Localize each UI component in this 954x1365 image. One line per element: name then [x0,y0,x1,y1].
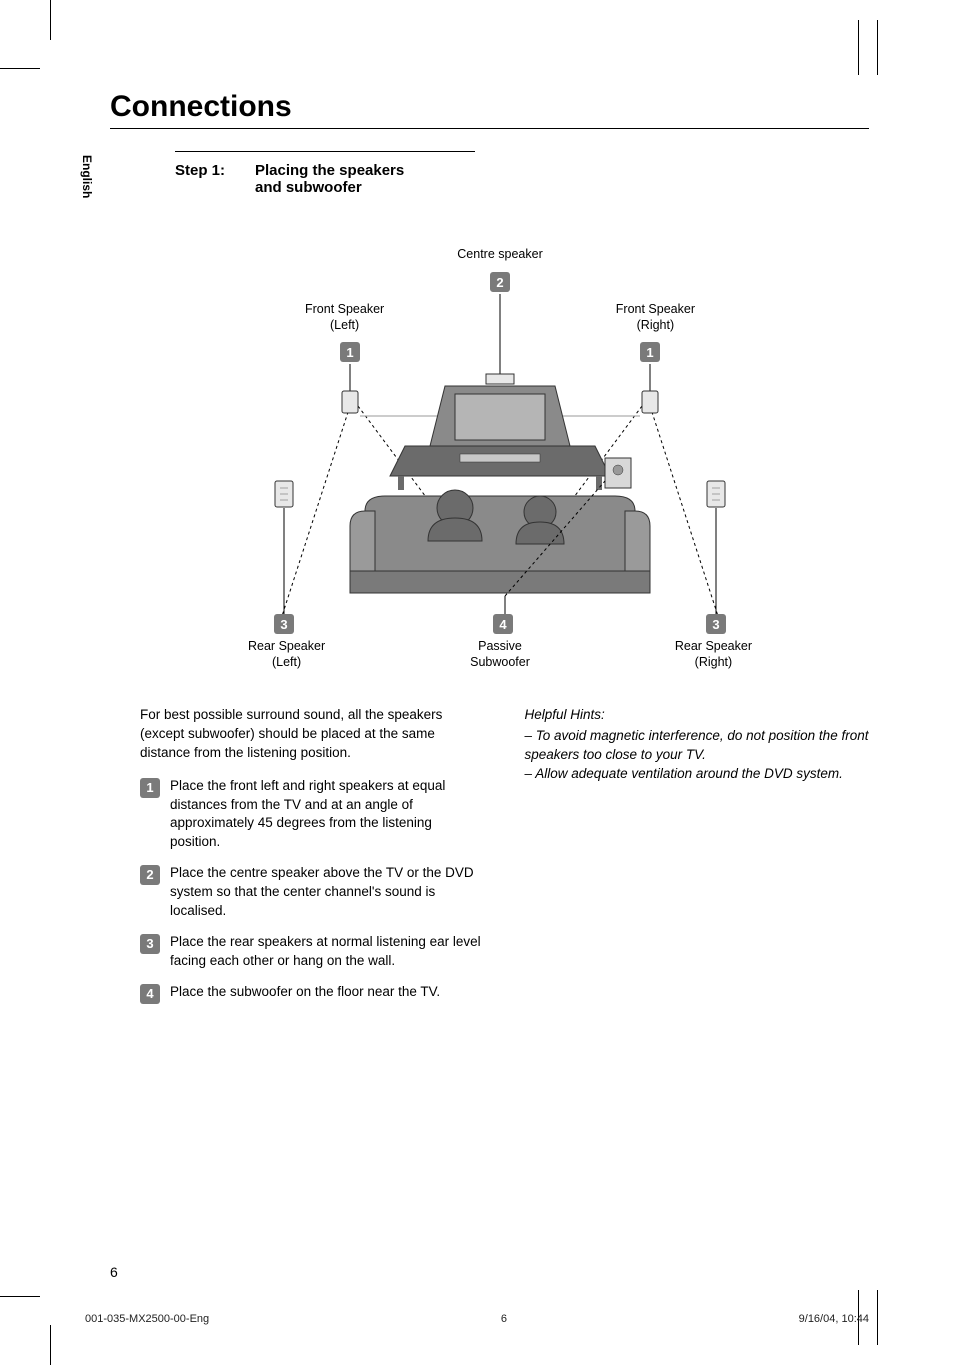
left-column: For best possible surround sound, all th… [140,706,485,1016]
badge-front-left: 1 [340,342,360,362]
step-badge-2: 2 [140,865,160,885]
step-text-4: Place the subwoofer on the floor near th… [170,983,485,1002]
section-heading: Step 1: Placing the speakers and subwoof… [175,151,475,196]
step-badge-4: 4 [140,984,160,1004]
step-item-2: 2 Place the centre speaker above the TV … [140,864,485,921]
page-content: English Connections Step 1: Placing the … [0,0,954,1365]
step-text-1: Place the front left and right speakers … [170,777,485,853]
hints-title: Helpful Hints: [525,706,870,725]
speaker-diagram: Centre speaker 2 Front Speaker (Left) Fr… [210,246,790,666]
front-right-label: Front Speaker (Right) [616,301,695,334]
main-title: Connections [110,90,869,124]
step-list: 1 Place the front left and right speaker… [140,777,485,1004]
footer: 001-035-MX2500-00-Eng 6 9/16/04, 10:44 [85,1313,869,1325]
badge-subwoofer: 4 [493,614,513,634]
step-text-3: Place the rear speakers at normal listen… [170,933,485,971]
step-badge-1: 1 [140,778,160,798]
centre-speaker-label: Centre speaker [457,246,542,262]
diagram-svg [210,246,790,666]
subwoofer-label: Passive Subwoofer [470,638,530,671]
body-columns: For best possible surround sound, all th… [140,706,869,1016]
badge-rear-right: 3 [706,614,726,634]
badge-front-right: 1 [640,342,660,362]
page-number: 6 [110,1264,118,1280]
right-column: Helpful Hints: – To avoid magnetic inter… [525,706,870,1016]
step-item-4: 4 Place the subwoofer on the floor near … [140,983,485,1004]
step-label: Step 1: [175,162,255,196]
rear-right-label: Rear Speaker (Right) [675,638,752,671]
footer-left: 001-035-MX2500-00-Eng [85,1313,209,1325]
footer-center: 6 [501,1313,507,1325]
intro-paragraph: For best possible surround sound, all th… [140,706,485,763]
step-item-1: 1 Place the front left and right speaker… [140,777,485,853]
hints-line-1: – To avoid magnetic interference, do not… [525,727,870,765]
step-title-line1: Placing the speakers [255,162,404,179]
step-text-2: Place the centre speaker above the TV or… [170,864,485,921]
front-left-label: Front Speaker (Left) [305,301,384,334]
language-tab: English [80,155,94,198]
title-rule [110,128,869,129]
hints-line-2: – Allow adequate ventilation around the … [525,765,870,784]
step-title-line2: and subwoofer [255,179,362,196]
step-title: Placing the speakers and subwoofer [255,162,475,196]
section-heading-rule [175,151,475,152]
step-item-3: 3 Place the rear speakers at normal list… [140,933,485,971]
badge-rear-left: 3 [274,614,294,634]
footer-right: 9/16/04, 10:44 [799,1313,869,1325]
badge-centre: 2 [490,272,510,292]
step-badge-3: 3 [140,934,160,954]
rear-left-label: Rear Speaker (Left) [248,638,325,671]
